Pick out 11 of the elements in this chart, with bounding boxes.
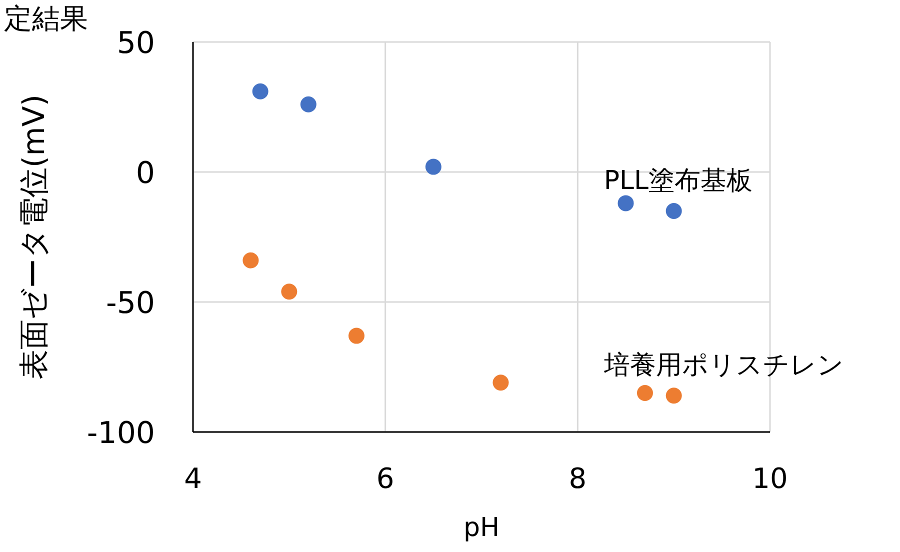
title: 定結果 [4,2,88,35]
ytick: 0 [136,156,155,191]
xtick: 8 [568,462,587,495]
xtick: 6 [376,462,394,495]
xtick: 4 [184,462,202,495]
ytick: 50 [116,26,155,61]
ytick: -50 [106,286,155,321]
ytick: -100 [86,416,155,451]
xtick: 10 [752,462,788,495]
xlabel: pH [463,513,500,543]
ylabel: 表面ゼータ電位(mV) [17,94,52,380]
